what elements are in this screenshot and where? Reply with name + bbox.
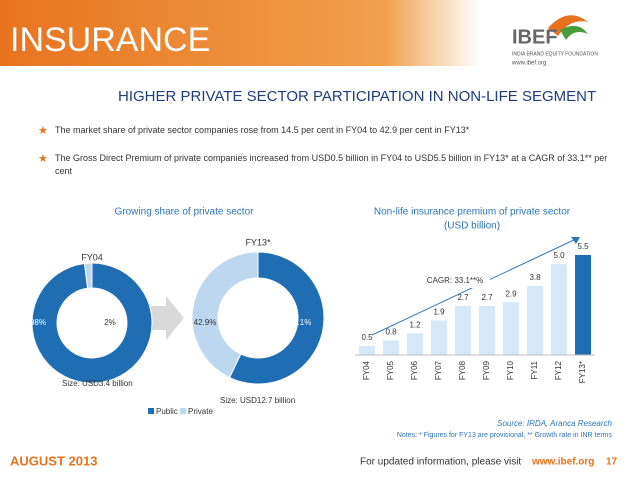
donut-slice bbox=[83, 262, 93, 289]
legend-label: Public bbox=[156, 407, 178, 416]
bar bbox=[551, 264, 567, 355]
legend-swatch bbox=[148, 408, 154, 414]
data-label: 2% bbox=[104, 318, 116, 327]
data-label: 1.2 bbox=[409, 320, 421, 329]
x-tick-label: FY12 bbox=[554, 360, 563, 380]
logo-name: IBEF bbox=[512, 26, 558, 48]
x-tick-label: FY10 bbox=[506, 360, 515, 380]
visit-url: www.ibef.org bbox=[531, 457, 594, 468]
legend-swatch bbox=[180, 408, 186, 414]
bar bbox=[359, 345, 375, 355]
annotation: CAGR: 33.1**% bbox=[427, 276, 483, 285]
data-label: 0.8 bbox=[385, 328, 397, 337]
data-label: 2.7 bbox=[457, 293, 469, 302]
bar bbox=[527, 285, 543, 355]
logo-tagline: INDIA BRAND EQUITY FOUNDATION bbox=[512, 51, 598, 57]
x-tick-label: FY07 bbox=[434, 360, 443, 380]
chart-note: Size: USD12.7 billion bbox=[220, 396, 295, 405]
chart-title: FY13* bbox=[245, 237, 271, 247]
trend-arrowhead bbox=[571, 237, 580, 244]
chart-title: FY04 bbox=[81, 252, 103, 262]
data-label: 42.9% bbox=[194, 318, 217, 327]
section-title: Growing share of private sector bbox=[115, 207, 255, 218]
bullet: The market share of private sector compa… bbox=[55, 125, 470, 135]
data-label: 2.7 bbox=[481, 293, 493, 302]
visit-text: For updated information, please visit bbox=[360, 457, 521, 468]
donut-slice bbox=[31, 262, 153, 384]
page-number: 17 bbox=[606, 457, 618, 468]
bullet-icon: ★ bbox=[38, 153, 48, 165]
data-label: 57.1% bbox=[289, 318, 312, 327]
notes: Notes: * Figures for FY13 are provisiona… bbox=[397, 432, 613, 439]
legend-label: Private bbox=[188, 407, 213, 416]
donut-slice bbox=[191, 251, 259, 379]
header-title: INSURANCE bbox=[10, 21, 210, 59]
bar bbox=[383, 340, 399, 355]
bar bbox=[479, 305, 495, 355]
bar bbox=[407, 333, 423, 355]
annotation-box bbox=[420, 273, 490, 288]
x-tick-label: FY08 bbox=[458, 360, 467, 380]
source: Source: IRDA, Aranca Research bbox=[497, 419, 612, 428]
data-label: 1.9 bbox=[433, 308, 445, 317]
logo-icon bbox=[560, 25, 588, 40]
bar bbox=[575, 255, 591, 355]
logo-icon bbox=[548, 15, 588, 37]
data-label: 98% bbox=[30, 318, 46, 327]
bullet-icon: ★ bbox=[38, 125, 48, 137]
x-tick-label: FY09 bbox=[482, 360, 491, 380]
date: AUGUST 2013 bbox=[10, 453, 97, 468]
data-label: 0.5 bbox=[361, 333, 373, 342]
header-band bbox=[0, 0, 480, 66]
bullet: The Gross Direct Premium of private comp… bbox=[55, 153, 608, 176]
data-label: 2.9 bbox=[505, 289, 517, 298]
chart-title: Non-life insurance premium of private se… bbox=[374, 207, 571, 218]
bar bbox=[503, 302, 519, 355]
bar bbox=[431, 320, 447, 355]
logo-url: www.ibef.org bbox=[511, 61, 546, 67]
slide-subtitle: HIGHER PRIVATE SECTOR PARTICIPATION IN N… bbox=[118, 88, 596, 105]
donut-slice bbox=[228, 251, 325, 385]
arrow bbox=[150, 296, 184, 340]
x-tick-label: FY11 bbox=[530, 360, 539, 379]
x-tick-label: FY05 bbox=[386, 360, 395, 380]
data-label: 5.5 bbox=[577, 242, 589, 251]
chart-note: Size: USD3.4 billion bbox=[62, 379, 133, 388]
data-label: 3.8 bbox=[529, 273, 541, 282]
bar bbox=[455, 305, 471, 355]
data-label: 5.0 bbox=[553, 251, 565, 260]
x-tick-label: FY06 bbox=[410, 360, 419, 380]
x-tick-label: FY13* bbox=[578, 361, 587, 383]
chart-subtitle: (USD billion) bbox=[444, 221, 500, 232]
x-tick-label: FY04 bbox=[362, 360, 371, 380]
